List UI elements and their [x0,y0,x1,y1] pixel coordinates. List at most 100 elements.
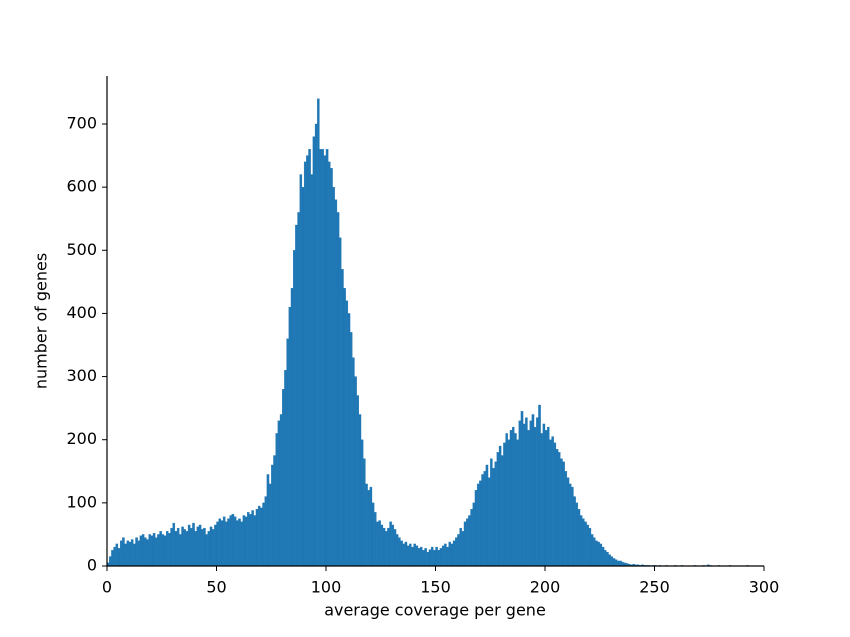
bar [231,514,235,567]
bar [295,224,298,567]
bar [192,522,195,567]
bar [450,543,454,567]
x-axis-label: average coverage per gene [324,601,546,620]
bar [323,155,327,567]
bar [518,420,522,567]
bar [319,149,322,567]
bar [612,558,616,567]
bar [595,540,598,567]
bar [466,518,469,567]
bar [520,411,524,567]
bar [393,529,397,567]
bar [260,507,263,567]
bar [111,550,114,567]
bar [540,433,543,567]
bar [244,516,248,567]
bar [527,430,530,567]
bar [398,537,401,567]
bar [512,426,515,567]
bar [211,529,215,567]
bar [555,449,559,567]
bar [352,357,355,567]
bar [553,442,557,567]
bar [514,433,517,567]
bar [196,526,200,567]
bar [253,515,257,567]
bar [472,502,476,567]
bar [286,338,289,567]
bar [334,199,338,567]
bar [240,521,243,567]
bar [190,527,193,567]
bar [463,521,467,567]
bar [382,527,386,567]
bar [446,546,449,567]
bar [207,531,211,567]
bar [338,237,342,567]
bar [400,540,403,567]
bar [505,433,508,567]
bar [566,477,570,567]
bar [299,174,303,567]
bar [209,526,213,567]
bar [126,540,130,567]
bar [218,518,222,567]
bar [481,474,484,567]
bar [579,515,583,567]
bar [345,300,349,567]
bar [601,546,605,567]
x-tick-label: 250 [639,578,670,597]
bar [251,510,254,567]
x-tick-label: 100 [311,578,342,597]
bar [411,546,414,567]
bar [614,559,618,567]
bar [529,420,533,567]
bar [617,560,620,567]
bar [525,417,528,567]
bar [262,502,265,567]
bar [330,168,333,567]
bar [483,471,487,567]
bar [501,455,504,567]
bar [492,467,495,567]
bar [343,288,346,567]
bar [325,149,329,567]
bar [198,524,202,567]
y-tick-label: 300 [66,366,97,385]
bar [225,521,228,567]
bar [306,155,309,567]
bar [457,534,460,567]
bar [606,551,609,567]
bar [452,540,456,567]
bar [148,534,151,567]
bar [531,414,535,567]
bar [174,531,178,567]
bar [303,161,307,567]
x-tick-label: 300 [749,578,780,597]
bar [448,541,451,567]
bar [470,509,473,567]
bar [503,442,506,567]
bar [347,313,351,567]
bar [402,543,405,567]
bar [551,436,554,567]
bar [146,539,149,567]
bar [273,455,276,567]
bar [439,548,443,567]
y-tick-label: 500 [66,240,97,259]
bar [135,537,138,567]
bar [128,541,132,567]
bar [336,212,340,567]
bar [461,531,465,567]
bar [409,543,412,567]
bar [568,483,572,567]
y-tick-label: 100 [66,492,97,511]
bar [444,543,447,567]
bar [222,516,226,567]
bar [422,550,425,567]
bar [109,556,112,567]
bar [391,524,395,567]
bar [610,556,614,567]
bar [494,461,497,567]
bar [229,515,232,567]
